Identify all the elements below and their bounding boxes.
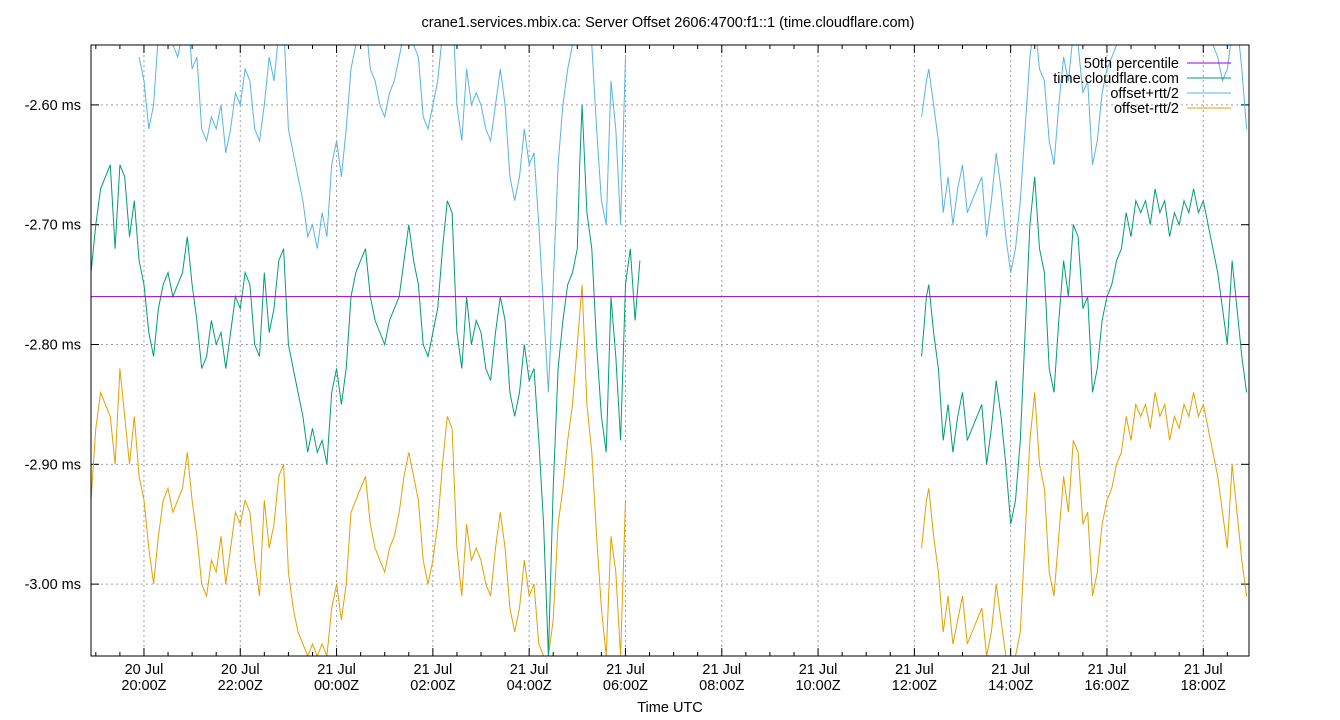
x-tick-date: 21 Jul <box>414 662 453 678</box>
y-tick-label: -2.70 ms <box>25 218 81 234</box>
x-tick-time: 04:00Z <box>507 678 552 694</box>
series-time-cloudflare-com <box>921 176 1248 525</box>
x-tick-date: 21 Jul <box>702 662 741 678</box>
legend-label: offset-rtt/2 <box>1114 101 1179 117</box>
x-tick-time: 20:00Z <box>121 678 166 694</box>
x-tick-date: 21 Jul <box>510 662 549 678</box>
x-tick-date: 21 Jul <box>317 662 356 678</box>
x-tick-date: 21 Jul <box>895 662 934 678</box>
x-tick-time: 16:00Z <box>1084 678 1129 694</box>
x-tick-date: 20 Jul <box>125 662 164 678</box>
legend: 50th percentiletime.cloudflare.comoffset… <box>1053 56 1231 117</box>
x-tick-date: 21 Jul <box>606 662 645 678</box>
x-tick-time: 22:00Z <box>218 678 263 694</box>
plot-frame <box>90 44 1250 657</box>
grid-lines <box>91 45 1249 656</box>
x-tick-time: 08:00Z <box>699 678 744 694</box>
x-tick-time: 14:00Z <box>988 678 1033 694</box>
x-tick-time: 10:00Z <box>795 678 840 694</box>
x-tick-time: 02:00Z <box>410 678 455 694</box>
y-tick-label: -3.00 ms <box>25 577 81 593</box>
y-tick-label: -2.90 ms <box>25 457 81 473</box>
legend-label: time.cloudflare.com <box>1053 71 1179 87</box>
x-tick-time: 00:00Z <box>314 678 359 694</box>
series-offset-rtt-2 <box>91 284 626 656</box>
series-offset-rtt-2 <box>138 45 626 393</box>
series-offset-rtt-2 <box>921 392 1248 656</box>
series-time-cloudflare-com <box>91 104 641 656</box>
x-tick-date: 21 Jul <box>1184 662 1223 678</box>
y-tick-label: -2.60 ms <box>25 98 81 114</box>
x-tick-time: 12:00Z <box>892 678 937 694</box>
chart-title: crane1.services.mbix.ca: Server Offset 2… <box>422 15 915 31</box>
x-axis-label: Time UTC <box>637 700 703 716</box>
y-axis: -2.60 ms -2.70 ms -2.80 ms -2.90 ms -3.00 ms <box>25 98 1249 593</box>
x-tick-time: 06:00Z <box>603 678 648 694</box>
y-tick-label: -2.80 ms <box>25 338 81 354</box>
series-offset-rtt-2 <box>921 45 1248 273</box>
legend-label: offset+rtt/2 <box>1110 86 1179 102</box>
x-tick-date: 20 Jul <box>221 662 260 678</box>
x-tick-date: 21 Jul <box>991 662 1030 678</box>
x-tick-date: 21 Jul <box>799 662 838 678</box>
x-tick-date: 21 Jul <box>1088 662 1127 678</box>
legend-label: 50th percentile <box>1084 56 1179 72</box>
series-lines <box>91 45 1249 656</box>
x-tick-time: 18:00Z <box>1181 678 1226 694</box>
